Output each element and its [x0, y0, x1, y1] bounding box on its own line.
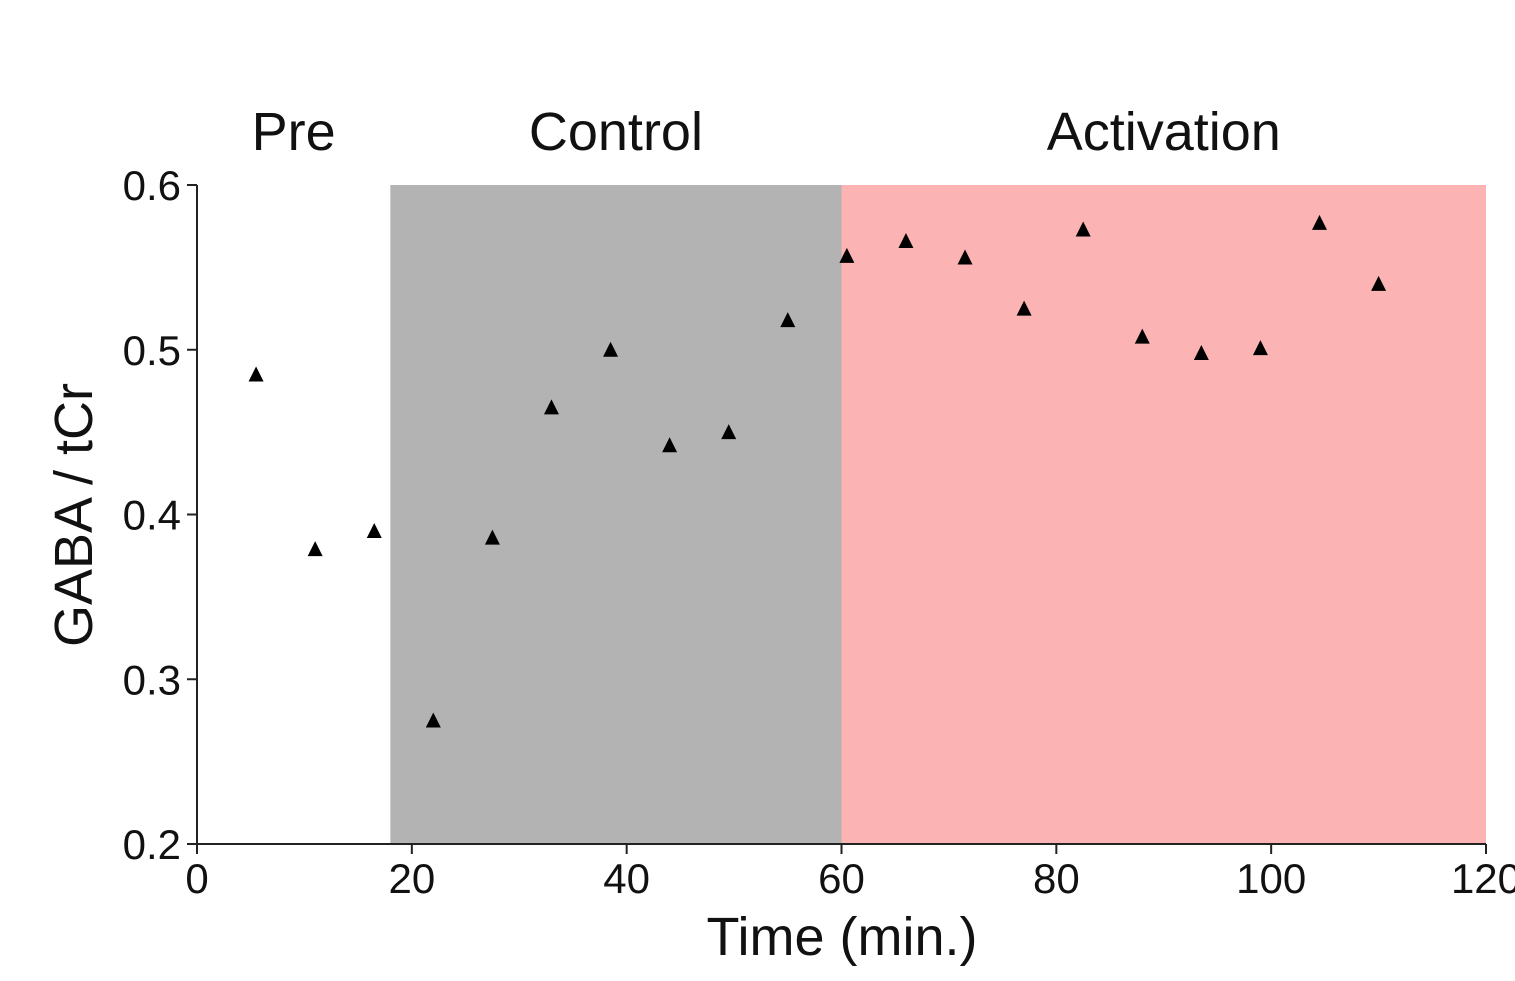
data-point: [1252, 340, 1268, 356]
phase-label-control: Control: [529, 102, 703, 162]
data-points: [248, 214, 1387, 728]
data-point: [898, 233, 914, 249]
phase-label-pre: Pre: [252, 102, 336, 162]
data-point: [1193, 345, 1209, 361]
data-point: [603, 341, 619, 357]
y-axis-ticks: 0.2 0.3 0.4 0.5 0.6: [123, 162, 197, 868]
phase-band-pre: [197, 185, 391, 844]
phase-bands: [197, 185, 1486, 844]
phase-band-activation: [841, 185, 1486, 844]
data-point: [780, 312, 796, 328]
data-point: [1134, 328, 1150, 344]
data-point: [543, 399, 559, 415]
y-tick-label: 0.4: [123, 492, 181, 539]
data-point: [1312, 214, 1328, 230]
phase-band-control: [390, 185, 842, 844]
phase-labels: Pre Control Activation: [252, 102, 1281, 162]
x-axis-title: Time (min.): [707, 907, 978, 967]
data-point: [721, 424, 737, 440]
data-point: [1371, 275, 1387, 291]
x-tick-label: 20: [388, 855, 435, 902]
y-tick-label: 0.3: [123, 656, 181, 703]
x-tick-label: 40: [603, 855, 650, 902]
y-tick-label: 0.5: [123, 327, 181, 374]
x-tick-label: 80: [1033, 855, 1080, 902]
data-point: [425, 712, 441, 728]
x-tick-label: 100: [1236, 855, 1306, 902]
data-point: [839, 247, 855, 263]
y-axis-title: GABA / tCr: [44, 383, 104, 647]
phase-label-activation: Activation: [1047, 102, 1281, 162]
y-tick-label: 0.2: [123, 821, 181, 868]
data-point: [248, 366, 264, 382]
data-point: [484, 529, 500, 545]
x-tick-label: 0: [185, 855, 208, 902]
x-tick-label: 120: [1451, 855, 1515, 902]
data-point: [1016, 300, 1032, 316]
data-point: [1075, 221, 1091, 237]
data-point: [307, 541, 323, 557]
data-point: [957, 249, 973, 265]
data-point: [662, 437, 678, 453]
data-point: [366, 522, 382, 538]
x-axis-ticks: 0 20 40 60 80 100 120: [185, 844, 1515, 902]
y-tick-label: 0.6: [123, 162, 181, 209]
x-tick-label: 60: [818, 855, 865, 902]
